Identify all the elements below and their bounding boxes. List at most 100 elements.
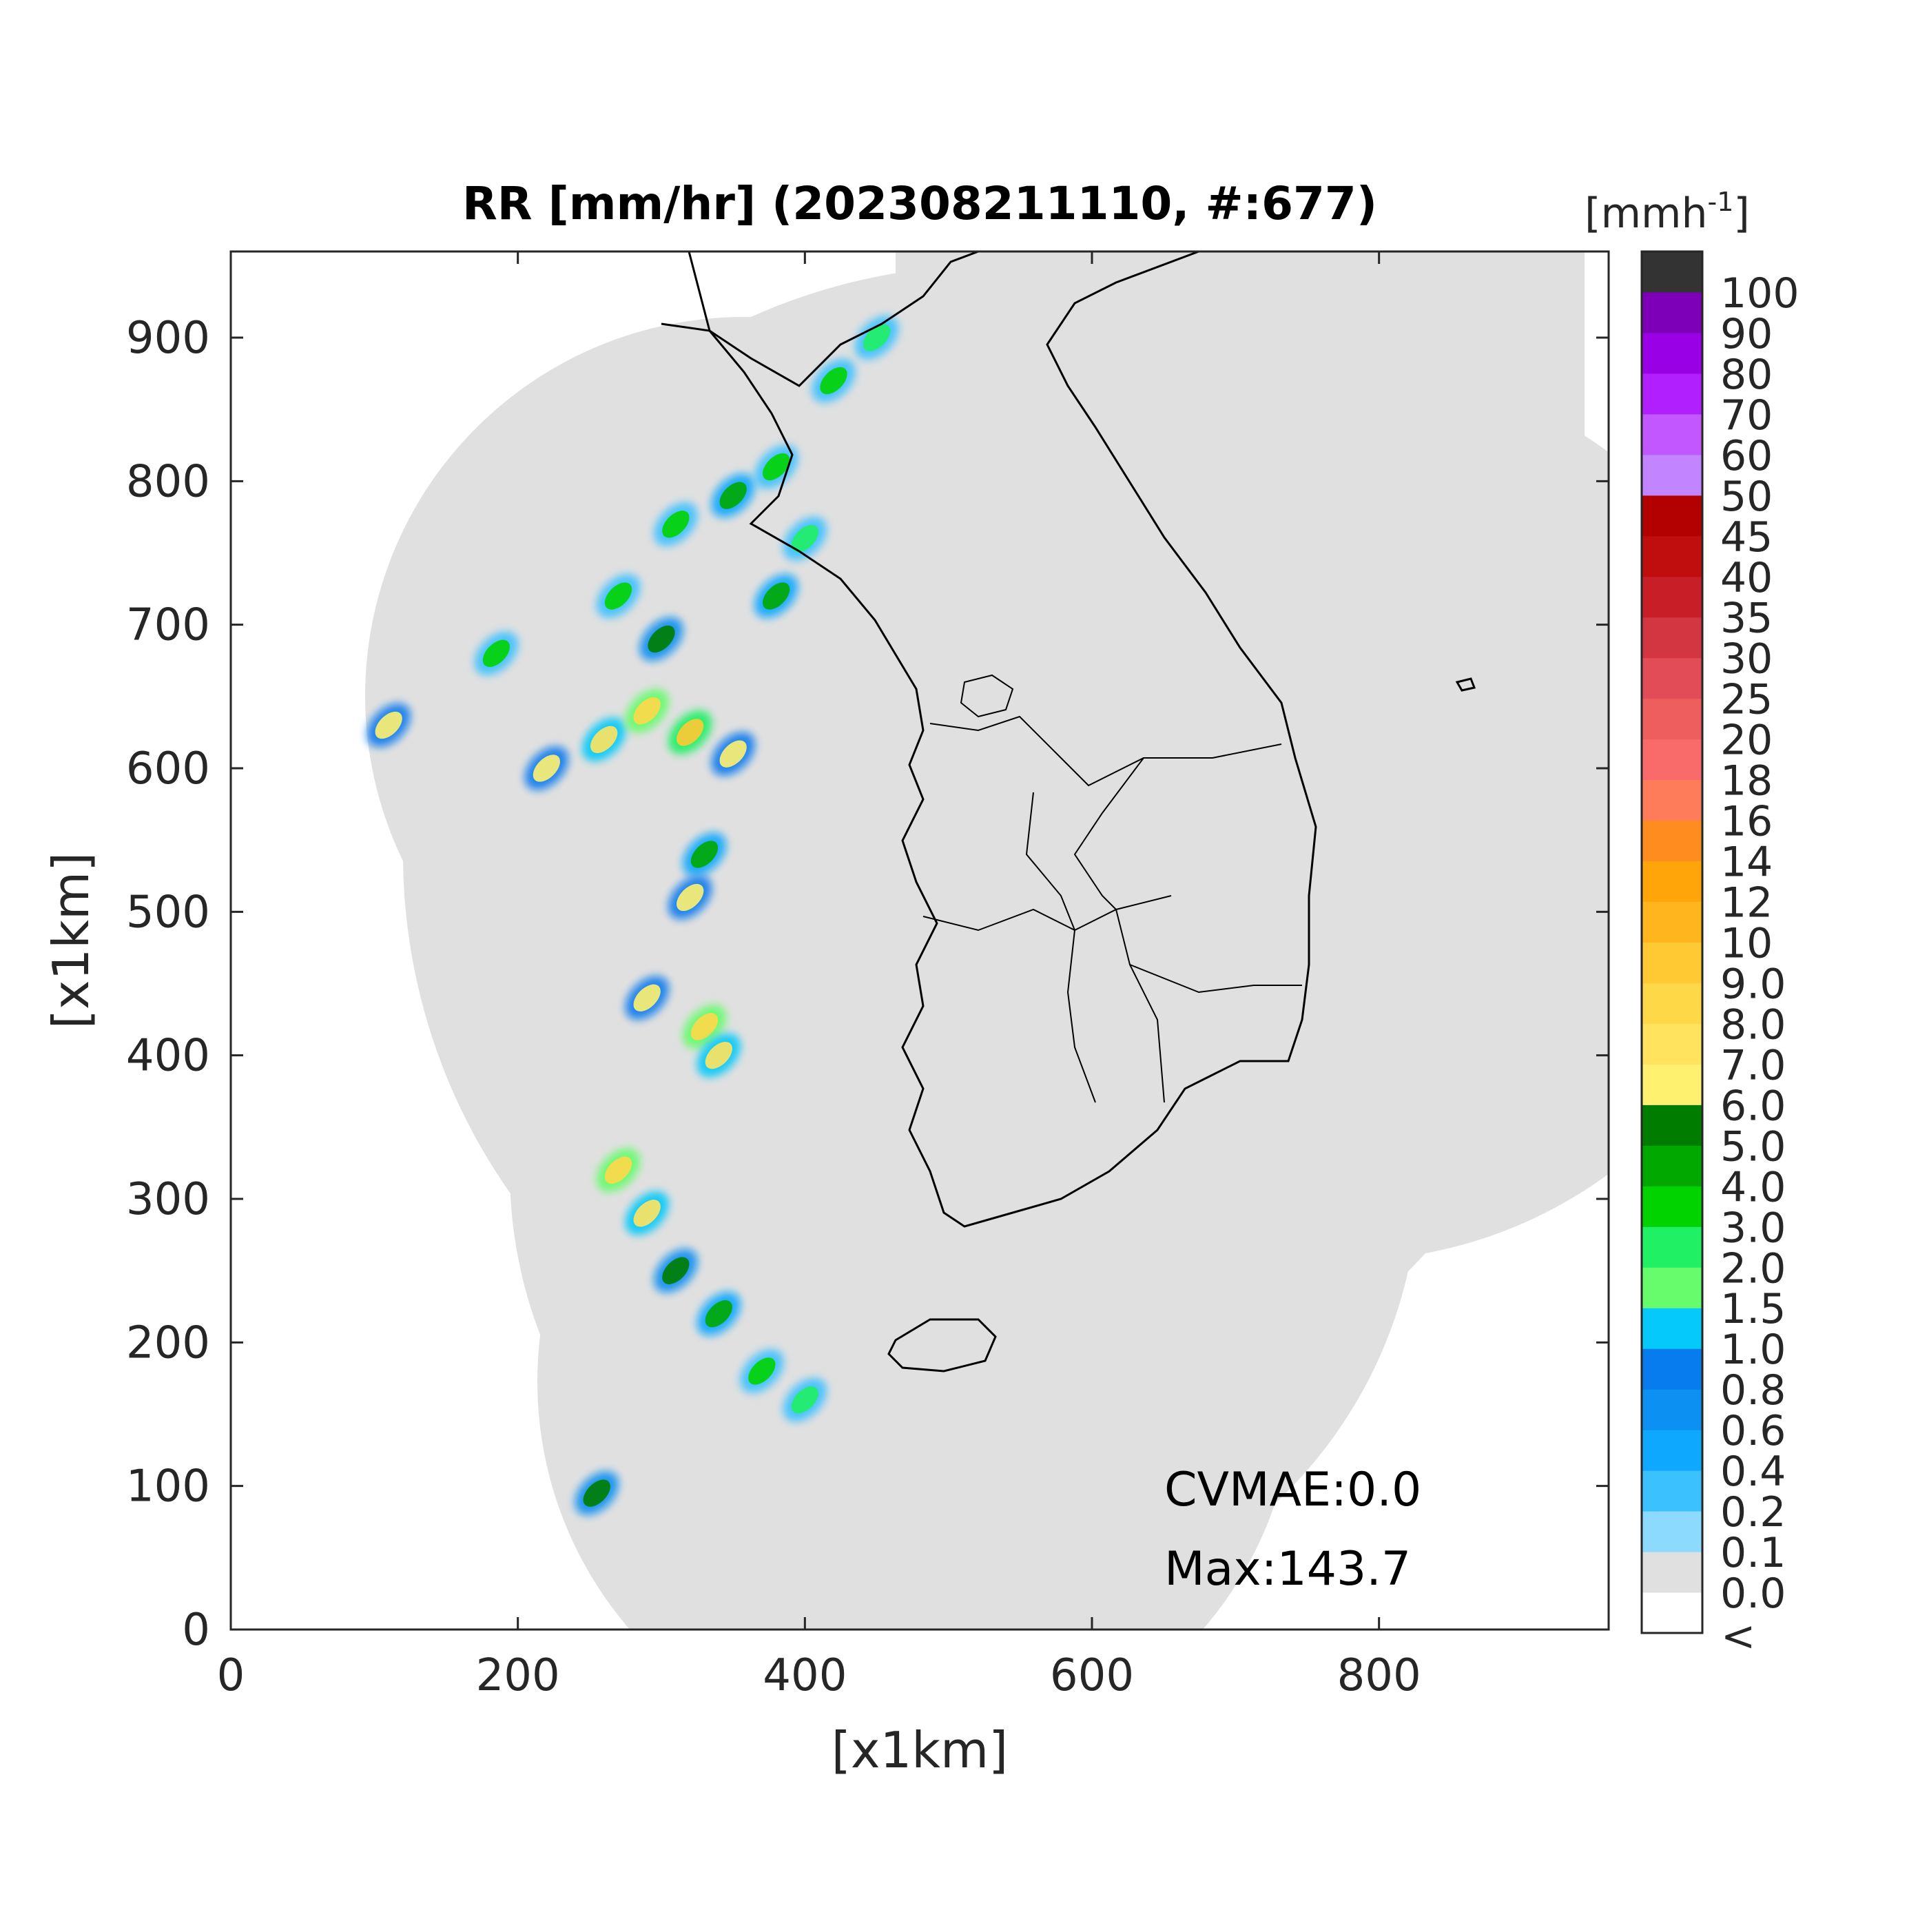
rain-cell-core: [705, 1042, 732, 1069]
coastline: [661, 251, 1476, 1373]
colorbar-label: 7.0: [1720, 1041, 1786, 1089]
colorbar-label: 50: [1720, 473, 1773, 521]
colorbar-bin: [1642, 1186, 1702, 1227]
colorbar-label: 0.6: [1720, 1407, 1786, 1455]
colorbar-bin: [1642, 291, 1702, 333]
y-axis-label: [x1km]: [42, 852, 100, 1029]
rain-cell-core: [791, 1386, 818, 1414]
colorbar-label: 2.0: [1720, 1244, 1786, 1293]
province-border: [1025, 792, 1096, 1103]
colorbar-bin: [1642, 1430, 1702, 1471]
colorbar-label: 45: [1720, 513, 1773, 562]
colorbar-bin: [1642, 657, 1702, 699]
y-tick-label: 900: [126, 313, 210, 364]
rain-cell-core: [604, 1156, 632, 1184]
rain-cell-core: [677, 719, 704, 746]
colorbar-bin: [1642, 332, 1702, 374]
colorbar-label: 0.4: [1720, 1448, 1786, 1496]
colorbar-label: 9.0: [1720, 960, 1786, 1008]
rain-cell-core: [705, 1300, 732, 1328]
plot-frame: [229, 250, 1610, 1631]
colorbar-label: 0.1: [1720, 1529, 1786, 1577]
colorbar-label: 3.0: [1720, 1204, 1786, 1252]
y-tick-label: 400: [126, 1031, 210, 1082]
rain-cell-core: [690, 841, 719, 868]
colorbar-label: 16: [1720, 798, 1773, 846]
y-tick-label: 200: [126, 1317, 210, 1368]
y-axis: 0 100 200 300 400 500 600 700 800 900: [126, 313, 1609, 1656]
colorbar-bin: [1642, 1552, 1702, 1593]
colorbar-frame: [1640, 250, 1704, 1634]
colorbar-bin-below: [1642, 1592, 1702, 1633]
colorbar-bin: [1642, 1145, 1702, 1186]
y-tick-label: 800: [126, 456, 210, 507]
x-tick-label: 800: [1337, 1650, 1421, 1701]
rain-cell-core: [748, 1357, 776, 1385]
y-tick-label: 600: [126, 743, 210, 794]
seoul-border: [960, 674, 1014, 718]
colorbar-bin: [1642, 1470, 1702, 1512]
colorbar-bin: [1642, 698, 1702, 740]
rain-cell-core: [820, 367, 847, 395]
colorbar-bin: [1642, 1348, 1702, 1390]
colorbar-bin: [1642, 1511, 1702, 1552]
colorbar-label: 1.0: [1720, 1326, 1786, 1374]
colorbar-bin: [1642, 1104, 1702, 1146]
colorbar-bin: [1642, 820, 1702, 862]
colorbar-label: 35: [1720, 595, 1773, 643]
colorbar-bin: [1642, 1389, 1702, 1430]
colorbar-bin: [1642, 739, 1702, 781]
ulleung-island: [1455, 677, 1476, 692]
colorbar-label: 0.2: [1720, 1488, 1786, 1537]
colorbar-labels: 0.00.10.20.40.60.81.01.52.03.04.05.06.07…: [1720, 269, 1799, 1618]
rain-cell-core: [633, 984, 661, 1011]
colorbar-label: 6.0: [1720, 1082, 1786, 1130]
colorbar-label: 20: [1720, 717, 1773, 765]
rain-cell-core: [375, 711, 402, 739]
colorbar-bin: [1642, 1064, 1702, 1105]
colorbar-bin: [1642, 495, 1702, 537]
y-tick-label: 300: [126, 1174, 210, 1225]
colorbar-label: 18: [1720, 757, 1773, 805]
rain-cell-core: [763, 582, 790, 610]
province-border: [1129, 964, 1302, 994]
colorbar-bin: [1642, 1308, 1702, 1349]
rain-cell-core: [604, 582, 632, 610]
colorbar-bin: [1642, 1023, 1702, 1065]
colorbar-bin: [1642, 413, 1702, 455]
radar-coverage: [365, 251, 1609, 1630]
x-tick-label: 200: [476, 1650, 560, 1701]
colorbar-bin: [1642, 251, 1702, 293]
colorbar-bin: [1642, 535, 1702, 577]
colorbar-label: 5.0: [1720, 1122, 1786, 1171]
y-tick-label: 100: [126, 1461, 210, 1512]
colorbar-bin: [1642, 1267, 1702, 1308]
colorbar-label: 14: [1720, 839, 1773, 887]
x-axis: 0 200 400 600 800: [217, 251, 1421, 1701]
colorbar-label: 8.0: [1720, 1000, 1786, 1049]
colorbar-label: 1.5: [1720, 1285, 1786, 1333]
chart-title: RR [mm/hr] (202308211110, #:677): [462, 177, 1377, 230]
colorbar-label: 4.0: [1720, 1163, 1786, 1211]
colorbar-unit-close: ]: [1733, 189, 1749, 238]
colorbar-label: 70: [1720, 391, 1773, 440]
colorbar-label: 12: [1720, 879, 1773, 927]
x-tick-label: 0: [217, 1650, 245, 1701]
rain-cell-core: [583, 1479, 610, 1507]
colorbar-label: 80: [1720, 351, 1773, 399]
colorbar-label: 0.0: [1720, 1570, 1786, 1618]
colorbar-bin: [1642, 779, 1702, 821]
korea-coastline: [688, 251, 1317, 1228]
colorbar-label: 90: [1720, 310, 1773, 358]
colorbar-bin: [1642, 1226, 1702, 1268]
colorbar-bin: [1642, 861, 1702, 903]
colorbar-bin: [1642, 454, 1702, 496]
rain-cell-core: [719, 740, 747, 768]
colorbar-bin: [1642, 373, 1702, 415]
colorbar-bin: [1642, 901, 1702, 943]
colorbar-bin: [1642, 576, 1702, 618]
colorbar-label: 60: [1720, 432, 1773, 480]
rain-cell-core: [662, 511, 690, 538]
